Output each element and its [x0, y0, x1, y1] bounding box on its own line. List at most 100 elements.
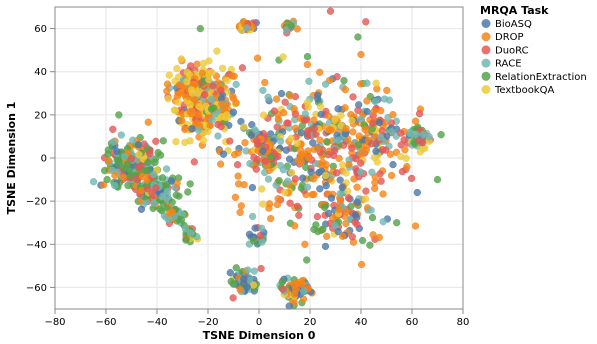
scatter-point — [307, 168, 315, 176]
scatter-point — [214, 132, 222, 140]
axis-layer: −80 −60 −40 −20 0 20 40 60 80 −60 −40 −20 0 20 40 60 — [26, 24, 469, 328]
x-tick-label: 80 — [457, 317, 470, 328]
scatter-point — [368, 213, 377, 222]
scatter-point — [213, 47, 221, 55]
scatter-point — [159, 137, 167, 145]
scatter-point — [305, 77, 313, 85]
scatter-point — [126, 172, 135, 180]
scatter-point — [285, 302, 293, 310]
scatter-point — [291, 110, 300, 118]
scatter-point — [143, 185, 152, 193]
scatter-point — [152, 184, 160, 192]
scatter-point — [223, 76, 231, 85]
scatter-point — [361, 195, 370, 203]
scatter-point — [261, 157, 269, 165]
scatter-point — [259, 86, 267, 95]
scatter-point — [216, 160, 225, 168]
scatter-point — [379, 190, 387, 198]
scatter-point — [279, 53, 287, 61]
scatter-point — [148, 189, 156, 197]
scatter-point — [111, 181, 119, 190]
scatter-point — [181, 225, 190, 233]
scatter-point — [323, 232, 331, 240]
x-tick-label: 0 — [256, 317, 262, 328]
scatter-point — [194, 110, 202, 119]
scatter-point — [183, 78, 191, 86]
scatter-point — [144, 118, 152, 126]
scatter-point — [314, 144, 322, 153]
scatter-point — [104, 146, 112, 154]
scatter-point — [259, 111, 268, 119]
scatter-point — [369, 231, 377, 239]
scatter-point — [236, 208, 244, 217]
y-axis-title: TSNE Dimension 1 — [5, 102, 18, 215]
scatter-point — [322, 171, 330, 180]
scatter-point — [309, 139, 317, 147]
scatter-point — [397, 141, 405, 149]
legend-label: TextbookQA — [494, 85, 554, 96]
scatter-point — [208, 116, 216, 124]
scatter-point — [119, 173, 128, 181]
scatter-point — [322, 182, 330, 190]
scatter-point — [173, 64, 181, 73]
scatter-point — [229, 108, 238, 116]
scatter-point — [327, 194, 336, 202]
scatter-point — [304, 127, 312, 135]
scatter-point — [310, 190, 318, 199]
scatter-point — [193, 60, 201, 68]
scatter-point — [379, 218, 387, 226]
y-tick-label: 60 — [34, 24, 47, 35]
scatter-point — [316, 68, 324, 76]
scatter-point — [137, 205, 146, 213]
scatter-point — [191, 80, 199, 89]
scatter-point — [291, 124, 300, 132]
scatter-point — [309, 175, 318, 183]
scatter-point — [304, 153, 312, 162]
scatter-point — [370, 107, 379, 115]
scatter-point — [362, 18, 370, 26]
scatter-point — [187, 109, 196, 118]
scatter-point — [159, 192, 167, 200]
scatter-point — [411, 222, 420, 230]
scatter-point — [234, 180, 243, 188]
scatter-point — [361, 125, 369, 134]
scatter-point — [377, 177, 385, 185]
scatter-point — [342, 124, 350, 133]
scatter-point — [413, 188, 421, 197]
scatter-point — [228, 72, 236, 80]
scatter-point — [115, 160, 123, 169]
scatter-point — [99, 181, 108, 189]
legend-swatch — [481, 85, 491, 94]
scatter-point — [259, 200, 267, 208]
scatter-point — [267, 153, 275, 161]
scatter-point — [326, 7, 335, 15]
scatter-point — [375, 118, 384, 127]
scatter-point — [226, 137, 234, 145]
scatter-point — [134, 141, 143, 149]
scatter-point — [252, 165, 260, 173]
scatter-point — [286, 92, 294, 100]
scatter-point — [201, 91, 209, 99]
y-tick-label: −20 — [26, 197, 47, 208]
scatter-point — [137, 186, 145, 195]
scatter-point — [258, 238, 266, 246]
scatter-point — [321, 242, 330, 251]
scatter-point — [411, 117, 420, 125]
scatter-point — [354, 106, 362, 114]
scatter-point — [272, 95, 281, 103]
scatter-point — [274, 195, 282, 203]
scatter-point — [425, 133, 433, 141]
scatter-point — [282, 146, 290, 154]
scatter-point — [163, 80, 172, 88]
scatter-point — [248, 212, 257, 221]
scatter-point — [184, 188, 192, 196]
scatter-point — [293, 202, 302, 210]
scatter-point — [196, 24, 204, 33]
scatter-point — [281, 98, 289, 106]
legend-swatch — [481, 45, 491, 55]
scatter-point — [244, 266, 252, 274]
scatter-point — [230, 150, 239, 159]
scatter-point — [387, 128, 396, 136]
scatter-point — [163, 187, 172, 196]
